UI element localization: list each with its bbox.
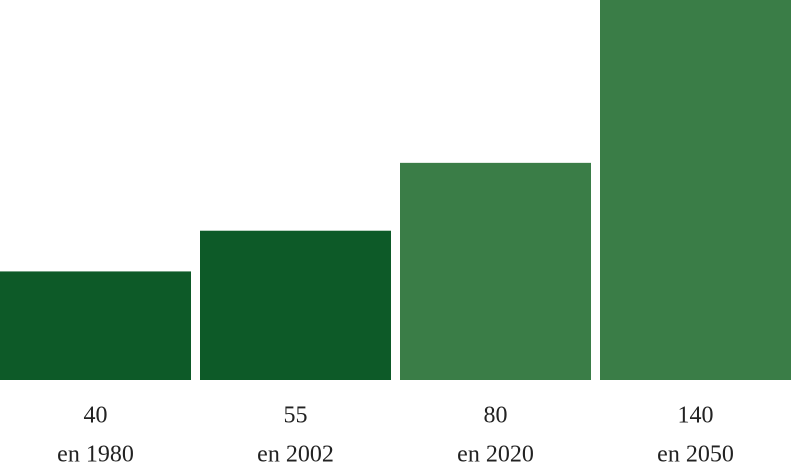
bar — [600, 0, 791, 380]
bar — [200, 230, 391, 380]
bar — [0, 271, 191, 380]
value-label: 40 — [84, 403, 108, 429]
x-tick-label: en 2002 — [257, 442, 334, 468]
x-tick-label: en 1980 — [57, 442, 134, 468]
bar — [400, 162, 591, 380]
value-label: 80 — [484, 403, 508, 429]
x-tick-label: en 2020 — [457, 442, 534, 468]
value-label: 140 — [678, 403, 714, 429]
x-tick-label: en 2050 — [657, 442, 734, 468]
value-label: 55 — [284, 403, 308, 429]
